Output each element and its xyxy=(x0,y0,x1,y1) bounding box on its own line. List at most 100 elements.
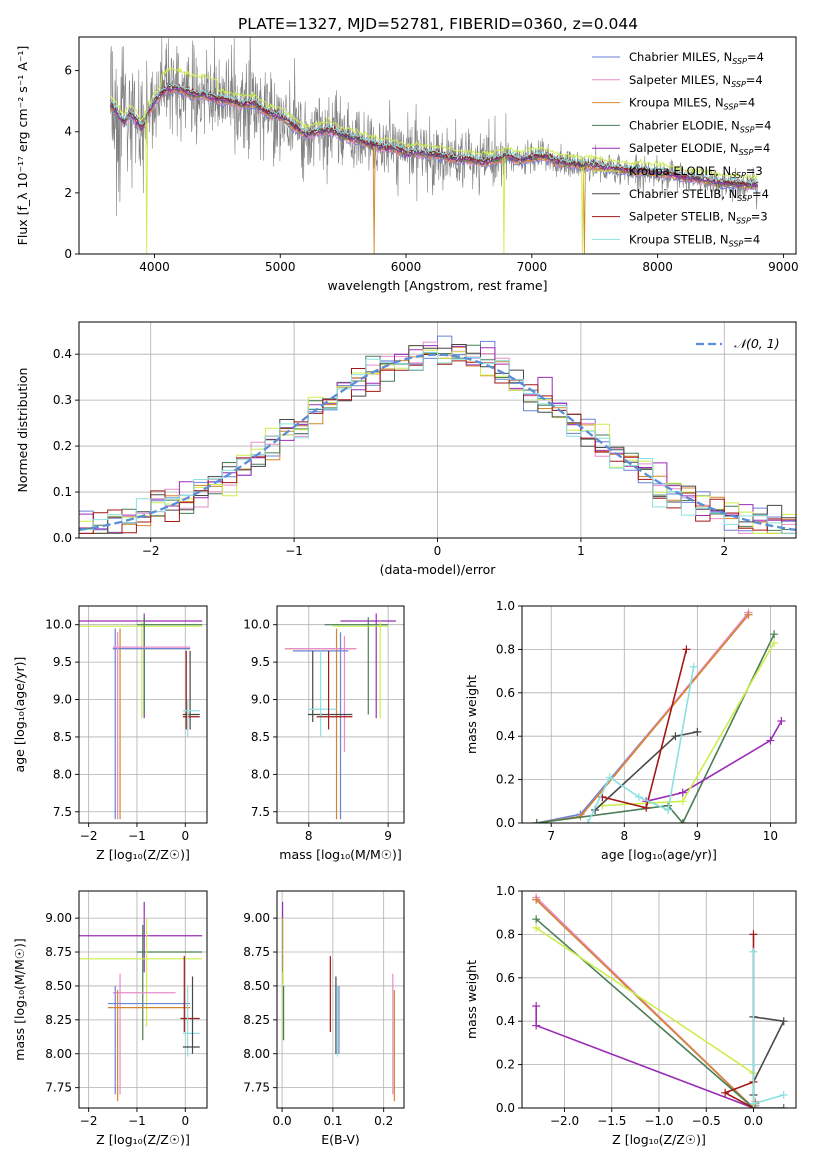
y-tick-label: 8.75 xyxy=(45,945,72,959)
y-tick-label: 0.4 xyxy=(496,729,515,743)
weight-point-marker xyxy=(779,1090,788,1099)
histogram-series xyxy=(79,354,796,534)
x-tick-label: 8 xyxy=(305,829,313,843)
x-tick-label: −2 xyxy=(142,544,160,558)
weight-point-marker xyxy=(671,732,680,741)
y-tick-label: 6 xyxy=(64,64,72,78)
y-tick-label: 8.0 xyxy=(251,767,270,781)
x-tick-label: −1 xyxy=(128,829,146,843)
weight-point-marker xyxy=(532,915,541,924)
y-tick-label: 0.6 xyxy=(496,686,515,700)
y-axis-label: Normed distribution xyxy=(15,368,30,493)
weight-point-marker xyxy=(770,630,779,639)
weight-point-marker xyxy=(664,805,673,814)
weight-point-marker xyxy=(532,895,541,904)
weight-point-marker xyxy=(682,645,691,654)
panel-weight_vs_age: 7 8 9 10 0.0 0.2 0.4 0.6 0.8 1.0 age [log₁₀(age/yr… xyxy=(464,599,797,862)
weight-point-marker xyxy=(779,1017,788,1026)
y-tick-label: 0 xyxy=(64,247,72,261)
x-tick-label: 0 xyxy=(181,829,189,843)
y-tick-label: 9.0 xyxy=(53,693,72,707)
panel-mass_vs_EBV: 0.0 0.1 0.2 7.75 8.00 8.25 8.50 8.75 9.00 E(B-V) xyxy=(243,890,405,1147)
y-tick-label: 8.5 xyxy=(53,730,72,744)
y-tick-label: 0.6 xyxy=(496,971,515,985)
weight-series-line xyxy=(535,899,757,1108)
spectrum-model-line xyxy=(109,82,758,186)
weight-point-marker xyxy=(605,773,614,782)
legend-entry: Kroupa ELODIE, NSSP=3 xyxy=(629,164,763,180)
legend-entry: Chabrier MILES, NSSP=4 xyxy=(629,50,764,66)
x-tick-label: −1.5 xyxy=(597,1114,626,1128)
weight-point-marker xyxy=(749,1060,758,1069)
axes-frame xyxy=(78,605,208,824)
y-tick-label: 8.25 xyxy=(243,1013,270,1027)
weight-point-marker xyxy=(779,1104,788,1108)
x-tick-label: 8 xyxy=(620,829,628,843)
histogram-series xyxy=(79,345,796,533)
y-tick-label: 8.5 xyxy=(251,730,270,744)
weight-series-line xyxy=(535,918,784,1108)
x-tick-label: −1 xyxy=(285,544,303,558)
y-tick-label: 9.5 xyxy=(53,655,72,669)
weight-point-marker xyxy=(532,1021,541,1030)
axes-frame xyxy=(521,605,797,824)
legend-entry: Kroupa STELIB, NSSP=4 xyxy=(629,232,760,248)
y-tick-label: 0.3 xyxy=(53,393,72,407)
y-tick-label: 0.0 xyxy=(53,531,72,545)
panel-spectrum: 4000 5000 6000 7000 8000 9000 0 2 4 6 wavelength [… xyxy=(15,36,799,293)
x-tick-label: 8000 xyxy=(642,260,673,274)
panel-mass_vs_Z: −2 −1 0 7.75 8.00 8.25 8.50 8.75 9.00 Z [log₁₀(Z/… xyxy=(12,890,208,1147)
x-tick-label: −2 xyxy=(80,829,98,843)
x-axis-label: Z [log₁₀(Z/Z☉)] xyxy=(96,847,190,862)
weight-point-marker xyxy=(744,610,753,619)
x-tick-label: 1 xyxy=(577,544,585,558)
axes-frame xyxy=(276,890,405,1109)
x-tick-label: 9 xyxy=(694,829,702,843)
axes-frame xyxy=(78,36,797,255)
y-tick-label: 9.00 xyxy=(243,911,270,925)
x-tick-label: 9 xyxy=(384,829,392,843)
weight-point-marker xyxy=(642,803,651,812)
weight-series-line xyxy=(535,927,755,1108)
x-tick-label: 4000 xyxy=(139,260,170,274)
weight-point-marker xyxy=(749,947,758,956)
weight-point-marker xyxy=(693,727,702,736)
x-tick-label: −2.0 xyxy=(550,1114,579,1128)
weight-point-marker xyxy=(777,717,786,726)
legend-entry: Kroupa MILES, NSSP=4 xyxy=(629,96,755,112)
y-tick-label: 8.00 xyxy=(243,1047,270,1061)
weight-series-line xyxy=(535,896,757,1108)
x-axis-label: age [log₁₀(age/yr)] xyxy=(601,847,717,862)
x-axis-label: Z [log₁₀(Z/Z☉)] xyxy=(96,1132,190,1147)
spectrum-model-line xyxy=(110,82,758,187)
spectrum-model-line xyxy=(110,67,758,254)
weight-series-line xyxy=(646,720,783,803)
legend-entry: Salpeter STELIB, NSSP=3 xyxy=(629,210,768,226)
plot-area-age_vs_mass xyxy=(277,606,404,823)
y-tick-label: 0.8 xyxy=(496,927,515,941)
y-tick-label: 0.1 xyxy=(53,485,72,499)
x-tick-label: 0 xyxy=(181,1114,189,1128)
x-tick-label: 0.0 xyxy=(273,1114,292,1128)
x-tick-label: 0.1 xyxy=(323,1114,342,1128)
weight-point-marker xyxy=(770,638,779,647)
weight-point-marker xyxy=(749,1099,758,1108)
weight-point-marker xyxy=(678,797,687,806)
weight-point-marker xyxy=(678,819,687,823)
y-tick-label: 9.00 xyxy=(45,911,72,925)
weight-point-marker xyxy=(749,930,758,939)
panel-residuals: −2 −1 0 1 2 0.0 0.1 0.2 0.3 0.4 (data-model)/error… xyxy=(15,321,797,577)
y-tick-label: 10.0 xyxy=(45,618,72,632)
x-tick-label: 2 xyxy=(720,544,728,558)
y-axis-label: age [log₁₀(age/yr)] xyxy=(12,657,27,773)
panel-age_vs_mass: 8 9 7.5 8.0 8.5 9.0 9.5 10.0 mass [log₁₀(M/M☉)] xyxy=(243,605,405,862)
x-tick-label: 0 xyxy=(434,544,442,558)
legend-entry: 𝒩(0, 1) xyxy=(734,336,780,351)
y-tick-label: 0.0 xyxy=(496,1101,515,1115)
weight-point-marker xyxy=(634,792,643,801)
weight-point-marker xyxy=(766,736,775,745)
plot-area-age_vs_Z xyxy=(79,606,207,823)
plot-area-spectrum xyxy=(109,37,759,254)
y-tick-label: 8.50 xyxy=(45,979,72,993)
y-tick-label: 0.4 xyxy=(496,1014,515,1028)
